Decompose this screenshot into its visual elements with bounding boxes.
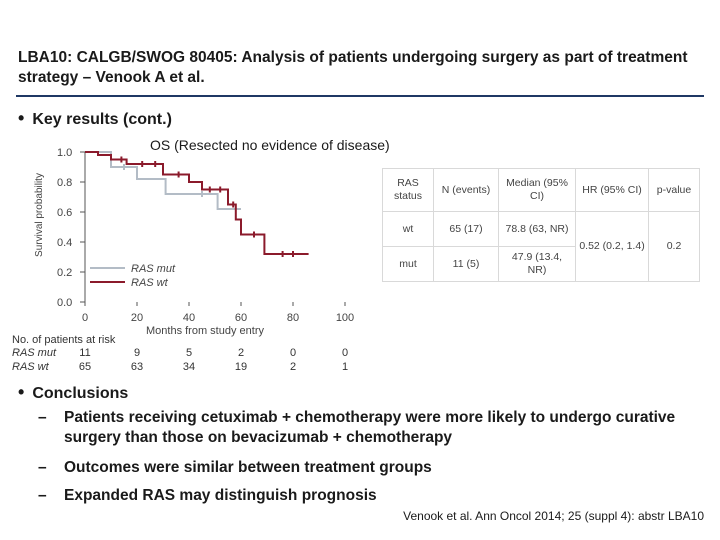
y-axis-label: Survival probability [34, 173, 45, 257]
cell-median: 78.8 (63, NR) [498, 211, 576, 247]
chart-axes: 0.0 0.2 0.4 0.6 0.8 1.0 0 20 40 60 80 100 Months fro… [34, 147, 354, 337]
dash-icon: – [38, 487, 47, 504]
y-tick-label: 0.0 [57, 297, 72, 309]
cell-status: wt [382, 211, 434, 247]
header-median: Median (95% CI) [498, 168, 576, 212]
header-hr: HR (95% CI) [575, 168, 649, 212]
risk-row-label: RAS mut [12, 347, 57, 359]
key-results-label: Key results (cont.) [32, 111, 172, 128]
risk-cell: 19 [234, 361, 248, 373]
series-line [85, 151, 309, 255]
conclusion-text: Expanded RAS may distinguish prognosis [64, 487, 377, 504]
conclusion-item: – Expanded RAS may distinguish prognosis [38, 486, 377, 506]
chart-legend: RAS mut RAS wt [90, 263, 176, 289]
cell-p: 0.2 [648, 211, 700, 282]
cell-status: mut [382, 246, 434, 282]
chart-title: OS (Resected no evidence of disease) [150, 137, 390, 153]
y-tick-label: 0.6 [57, 207, 72, 219]
risk-cell: 1 [341, 361, 349, 373]
risk-cell: 2 [237, 347, 245, 359]
series-line [85, 151, 241, 210]
chart-curves [85, 151, 309, 257]
conclusions-label: Conclusions [32, 385, 129, 402]
y-tick-label: 0.4 [57, 237, 72, 249]
cell-n: 65 (17) [433, 211, 499, 247]
risk-cell: 0 [289, 347, 297, 359]
cell-hr: 0.52 (0.2, 1.4) [575, 211, 649, 282]
header-n-events: N (events) [433, 168, 499, 212]
conclusion-text: Outcomes were similar between treatment … [64, 459, 432, 476]
risk-cell: 63 [130, 361, 144, 373]
conclusions-bullet: • Conclusions [18, 382, 128, 404]
x-tick-label: 80 [287, 312, 299, 324]
table-row: mut 11 (5) 47.9 (13.4, NR) [382, 246, 700, 282]
y-tick-label: 1.0 [57, 147, 72, 159]
cell-median: 47.9 (13.4, NR) [498, 246, 576, 282]
x-tick-label: 100 [336, 312, 354, 324]
risk-cell: 65 [78, 361, 92, 373]
legend-label: RAS mut [131, 263, 176, 275]
y-tick-label: 0.8 [57, 177, 72, 189]
x-tick-label: 60 [235, 312, 247, 324]
reference-citation: Venook et al. Ann Oncol 2014; 25 (suppl … [403, 509, 704, 523]
y-tick-label: 0.2 [57, 267, 72, 279]
risk-cell: 34 [182, 361, 196, 373]
risk-cell: 11 [79, 347, 91, 359]
bullet-icon: • [18, 382, 25, 402]
conclusion-text: Patients receiving cetuximab + chemother… [64, 409, 676, 446]
risk-cell: 2 [289, 361, 297, 373]
risk-cell: 0 [341, 347, 349, 359]
risk-cell: 5 [185, 347, 193, 359]
header-p-value: p-value [648, 168, 700, 212]
conclusion-item: – Patients receiving cetuximab + chemothe… [38, 408, 698, 448]
risk-cell: 9 [133, 347, 141, 359]
x-tick-label: 0 [82, 312, 88, 324]
dash-icon: – [38, 409, 47, 426]
header-ras-status: RAS status [382, 168, 434, 212]
dash-icon: – [38, 459, 47, 476]
conclusion-item: – Outcomes were similar between treatment… [38, 458, 432, 478]
risk-row-label: RAS wt [12, 361, 49, 373]
table-row: wt 65 (17) 78.8 (63, NR) 0.52 (0.2, 1.4)… [382, 211, 700, 282]
cell-n: 11 (5) [433, 246, 499, 282]
risk-table-label: No. of patients at risk [12, 334, 116, 346]
x-axis-label: Months from study entry [146, 325, 264, 337]
key-results-bullet: • Key results (cont.) [18, 108, 172, 130]
legend-label: RAS wt [131, 277, 169, 289]
slide-title: LBA10: CALGB/SWOG 80405: Analysis of pat… [18, 49, 688, 86]
bullet-icon: • [18, 108, 25, 128]
x-tick-label: 40 [183, 312, 195, 324]
results-table: RAS status N (events) Median (95% CI) HR… [382, 168, 700, 282]
x-tick-label: 20 [131, 312, 143, 324]
results-header-row: RAS status N (events) Median (95% CI) HR… [382, 168, 700, 212]
title-divider [16, 95, 704, 97]
